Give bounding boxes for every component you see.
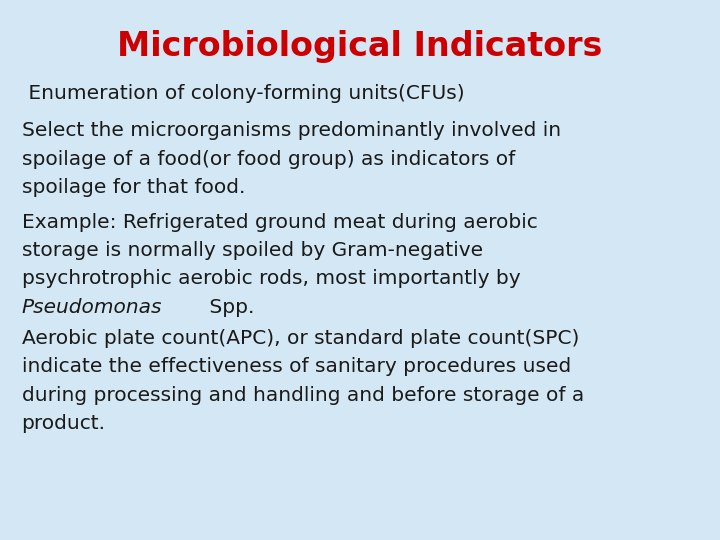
Text: storage is normally spoiled by Gram-negative: storage is normally spoiled by Gram-nega… bbox=[22, 241, 482, 260]
Text: Pseudomonas: Pseudomonas bbox=[22, 298, 162, 316]
Text: Select the microorganisms predominantly involved in: Select the microorganisms predominantly … bbox=[22, 122, 561, 140]
Text: Example: Refrigerated ground meat during aerobic: Example: Refrigerated ground meat during… bbox=[22, 213, 537, 232]
Text: spoilage for that food.: spoilage for that food. bbox=[22, 178, 245, 197]
Text: during processing and handling and before storage of a: during processing and handling and befor… bbox=[22, 386, 584, 404]
Text: Microbiological Indicators: Microbiological Indicators bbox=[117, 30, 603, 63]
Text: psychrotrophic aerobic rods, most importantly by: psychrotrophic aerobic rods, most import… bbox=[22, 269, 521, 288]
Text: Spp.: Spp. bbox=[203, 298, 254, 316]
Text: Aerobic plate count(APC), or standard plate count(SPC): Aerobic plate count(APC), or standard pl… bbox=[22, 329, 579, 348]
Text: indicate the effectiveness of sanitary procedures used: indicate the effectiveness of sanitary p… bbox=[22, 357, 571, 376]
Text: product.: product. bbox=[22, 414, 106, 433]
Text: Enumeration of colony-forming units(CFUs): Enumeration of colony-forming units(CFUs… bbox=[22, 84, 464, 103]
Text: spoilage of a food(or food group) as indicators of: spoilage of a food(or food group) as ind… bbox=[22, 150, 515, 168]
